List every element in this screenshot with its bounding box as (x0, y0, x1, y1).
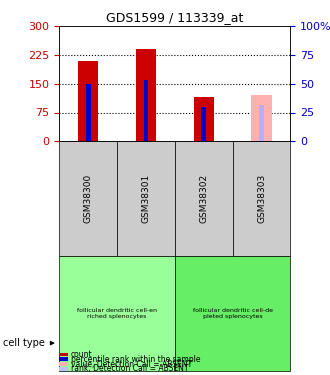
Text: cell type: cell type (3, 338, 45, 348)
Text: count: count (71, 350, 93, 359)
Text: GSM38302: GSM38302 (199, 174, 208, 223)
Bar (59, 352, 68, 356)
Text: percentile rank within the sample: percentile rank within the sample (71, 355, 200, 364)
Bar (78, 61, 98, 141)
FancyBboxPatch shape (59, 141, 117, 256)
Text: value, Detection Call = ABSENT: value, Detection Call = ABSENT (71, 360, 192, 369)
Bar (144, 80, 148, 141)
Title: GDS1599 / 113339_at: GDS1599 / 113339_at (106, 11, 244, 24)
Text: GSM38300: GSM38300 (84, 174, 93, 223)
FancyBboxPatch shape (175, 256, 290, 371)
Bar (86, 84, 90, 141)
Bar (59, 362, 68, 366)
Text: GSM38301: GSM38301 (142, 174, 150, 223)
Text: GSM38303: GSM38303 (257, 174, 266, 223)
Bar (194, 97, 214, 141)
Bar (136, 49, 156, 141)
Text: follicular dendritic cell-en
riched splenocytes: follicular dendritic cell-en riched sple… (77, 308, 157, 319)
Bar (59, 357, 68, 361)
Text: follicular dendritic cell-de
pleted splenocytes: follicular dendritic cell-de pleted sple… (193, 308, 273, 319)
FancyBboxPatch shape (175, 141, 233, 256)
FancyBboxPatch shape (117, 141, 175, 256)
Bar (59, 367, 68, 370)
Text: rank, Detection Call = ABSENT: rank, Detection Call = ABSENT (71, 364, 188, 374)
Bar (201, 107, 206, 141)
Bar (251, 95, 272, 141)
FancyBboxPatch shape (59, 256, 175, 371)
Bar (259, 105, 264, 141)
FancyBboxPatch shape (233, 141, 290, 256)
